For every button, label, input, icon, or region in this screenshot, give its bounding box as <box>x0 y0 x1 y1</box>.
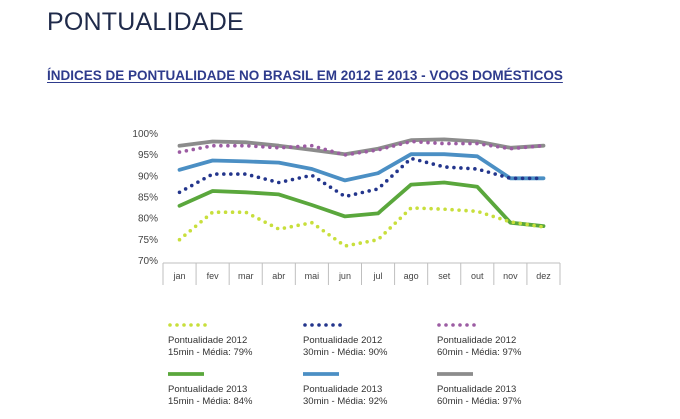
x-tick-label: jul <box>373 271 383 281</box>
x-tick-label: jun <box>338 271 351 281</box>
chart-title: ÍNDICES DE PONTUALIDADE NO BRASIL EM 201… <box>47 68 563 83</box>
series-line-5 <box>177 152 546 183</box>
x-tick-label: nov <box>503 271 518 281</box>
y-tick-label: 100% <box>132 129 158 140</box>
x-tick-label: ago <box>404 271 419 281</box>
x-tick-label: fev <box>207 271 220 281</box>
legend-series-name: Pontualidade 2013 <box>303 384 383 395</box>
page-title: PONTUALIDADE <box>47 8 244 36</box>
legend-series-name: Pontualidade 2013 <box>437 384 517 395</box>
x-tick-label: mai <box>305 271 320 281</box>
y-tick-label: 95% <box>138 150 158 161</box>
legend-series-name: Pontualidade 2012 <box>303 335 383 346</box>
legend-series-name: Pontualidade 2012 <box>168 335 248 346</box>
y-tick-label: 90% <box>138 171 158 182</box>
y-tick-label: 85% <box>138 193 158 204</box>
legend-series-detail: 15min - Média: 79% <box>168 347 253 358</box>
x-tick-label: out <box>471 271 484 281</box>
series-line-1 <box>177 206 546 248</box>
legend-series-detail: 15min - Média: 84% <box>168 396 253 407</box>
series-line-4 <box>177 180 546 229</box>
legend-series-name: Pontualidade 2013 <box>168 384 248 395</box>
series-line-6 <box>177 137 546 157</box>
series-line-3 <box>177 139 546 157</box>
y-tick-label: 80% <box>138 214 158 225</box>
x-tick-label: set <box>438 271 451 281</box>
legend-series-detail: 30min - Média: 90% <box>303 347 388 358</box>
y-tick-label: 70% <box>138 256 158 267</box>
series-line-2 <box>177 156 546 199</box>
legend-series-name: Pontualidade 2012 <box>437 335 517 346</box>
x-tick-label: mar <box>238 271 254 281</box>
legend-series-detail: 60min - Média: 97% <box>437 396 522 407</box>
legend-series-detail: 60min - Média: 97% <box>437 347 522 358</box>
x-tick-label: dez <box>536 271 551 281</box>
legend-series-detail: 30min - Média: 92% <box>303 396 388 407</box>
x-tick-label: abr <box>272 271 285 281</box>
x-tick-label: jan <box>173 271 186 281</box>
y-tick-label: 75% <box>138 235 158 246</box>
